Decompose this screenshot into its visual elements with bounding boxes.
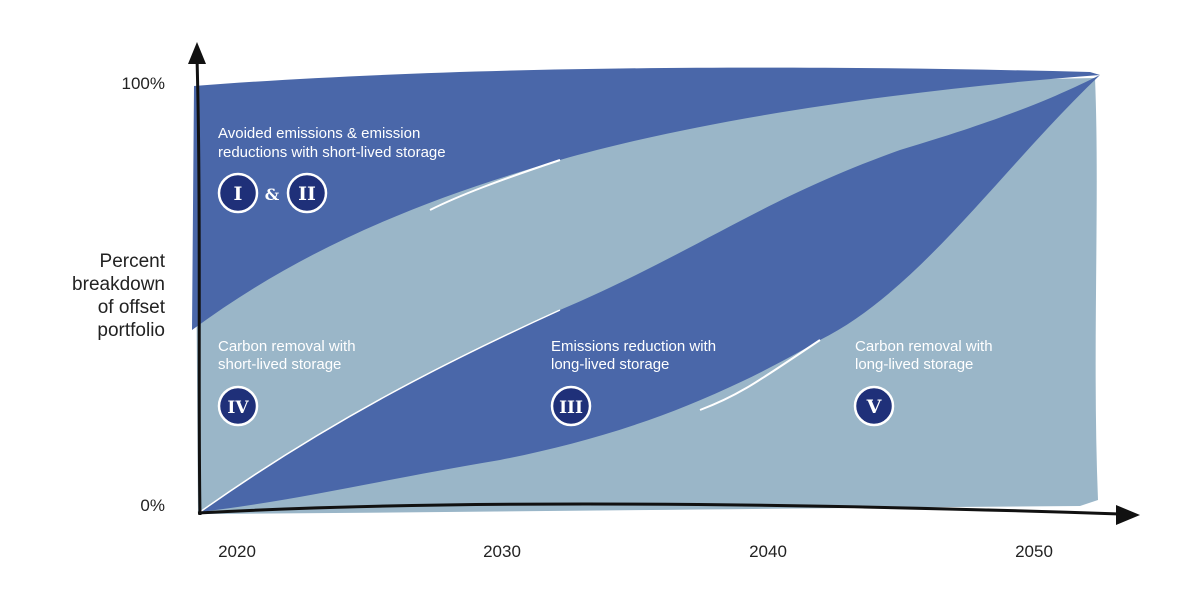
region-label: Carbon removal with bbox=[218, 338, 356, 355]
y-title: of offset bbox=[98, 297, 166, 318]
region-label: reductions with short-lived storage bbox=[218, 144, 446, 161]
y-arrow bbox=[188, 42, 206, 64]
x-tick-label: 2040 bbox=[749, 542, 787, 561]
edge bbox=[699, 339, 821, 411]
region-label: Emissions reduction with bbox=[551, 338, 716, 355]
edge bbox=[199, 309, 561, 513]
y-axis bbox=[195, 57, 202, 516]
badge: III bbox=[550, 385, 592, 427]
edge bbox=[429, 159, 561, 211]
badge-label: IV bbox=[227, 398, 249, 418]
badge: I bbox=[217, 172, 259, 214]
region-label: short-lived storage bbox=[218, 356, 341, 373]
badge-joiner: & bbox=[265, 185, 280, 204]
x-tick-label: 2030 bbox=[483, 542, 521, 561]
x-arrow bbox=[1116, 505, 1140, 525]
y-tick-label: 100% bbox=[122, 74, 165, 93]
badge-label: V bbox=[866, 396, 883, 418]
top-band bbox=[192, 67, 1100, 330]
badge-label: II bbox=[298, 183, 316, 205]
y-title: portfolio bbox=[97, 320, 165, 341]
y-tick-label: 0% bbox=[140, 496, 165, 515]
y-title: Percent bbox=[100, 251, 166, 272]
region-label: long-lived storage bbox=[551, 356, 669, 373]
badge: II bbox=[286, 172, 328, 214]
region-label: Avoided emissions & emission bbox=[218, 125, 420, 142]
y-title: breakdown bbox=[72, 274, 165, 295]
middle-band bbox=[200, 75, 1100, 512]
badge-label: I bbox=[234, 183, 243, 205]
x-tick-label: 2050 bbox=[1015, 542, 1053, 561]
region-label: long-lived storage bbox=[855, 356, 973, 373]
x-axis bbox=[197, 502, 1121, 516]
badge: IV bbox=[217, 385, 259, 427]
x-tick-label: 2020 bbox=[218, 542, 256, 561]
badge: V bbox=[853, 385, 895, 427]
region-label: Carbon removal with bbox=[855, 338, 993, 355]
badge-label: III bbox=[559, 398, 583, 418]
